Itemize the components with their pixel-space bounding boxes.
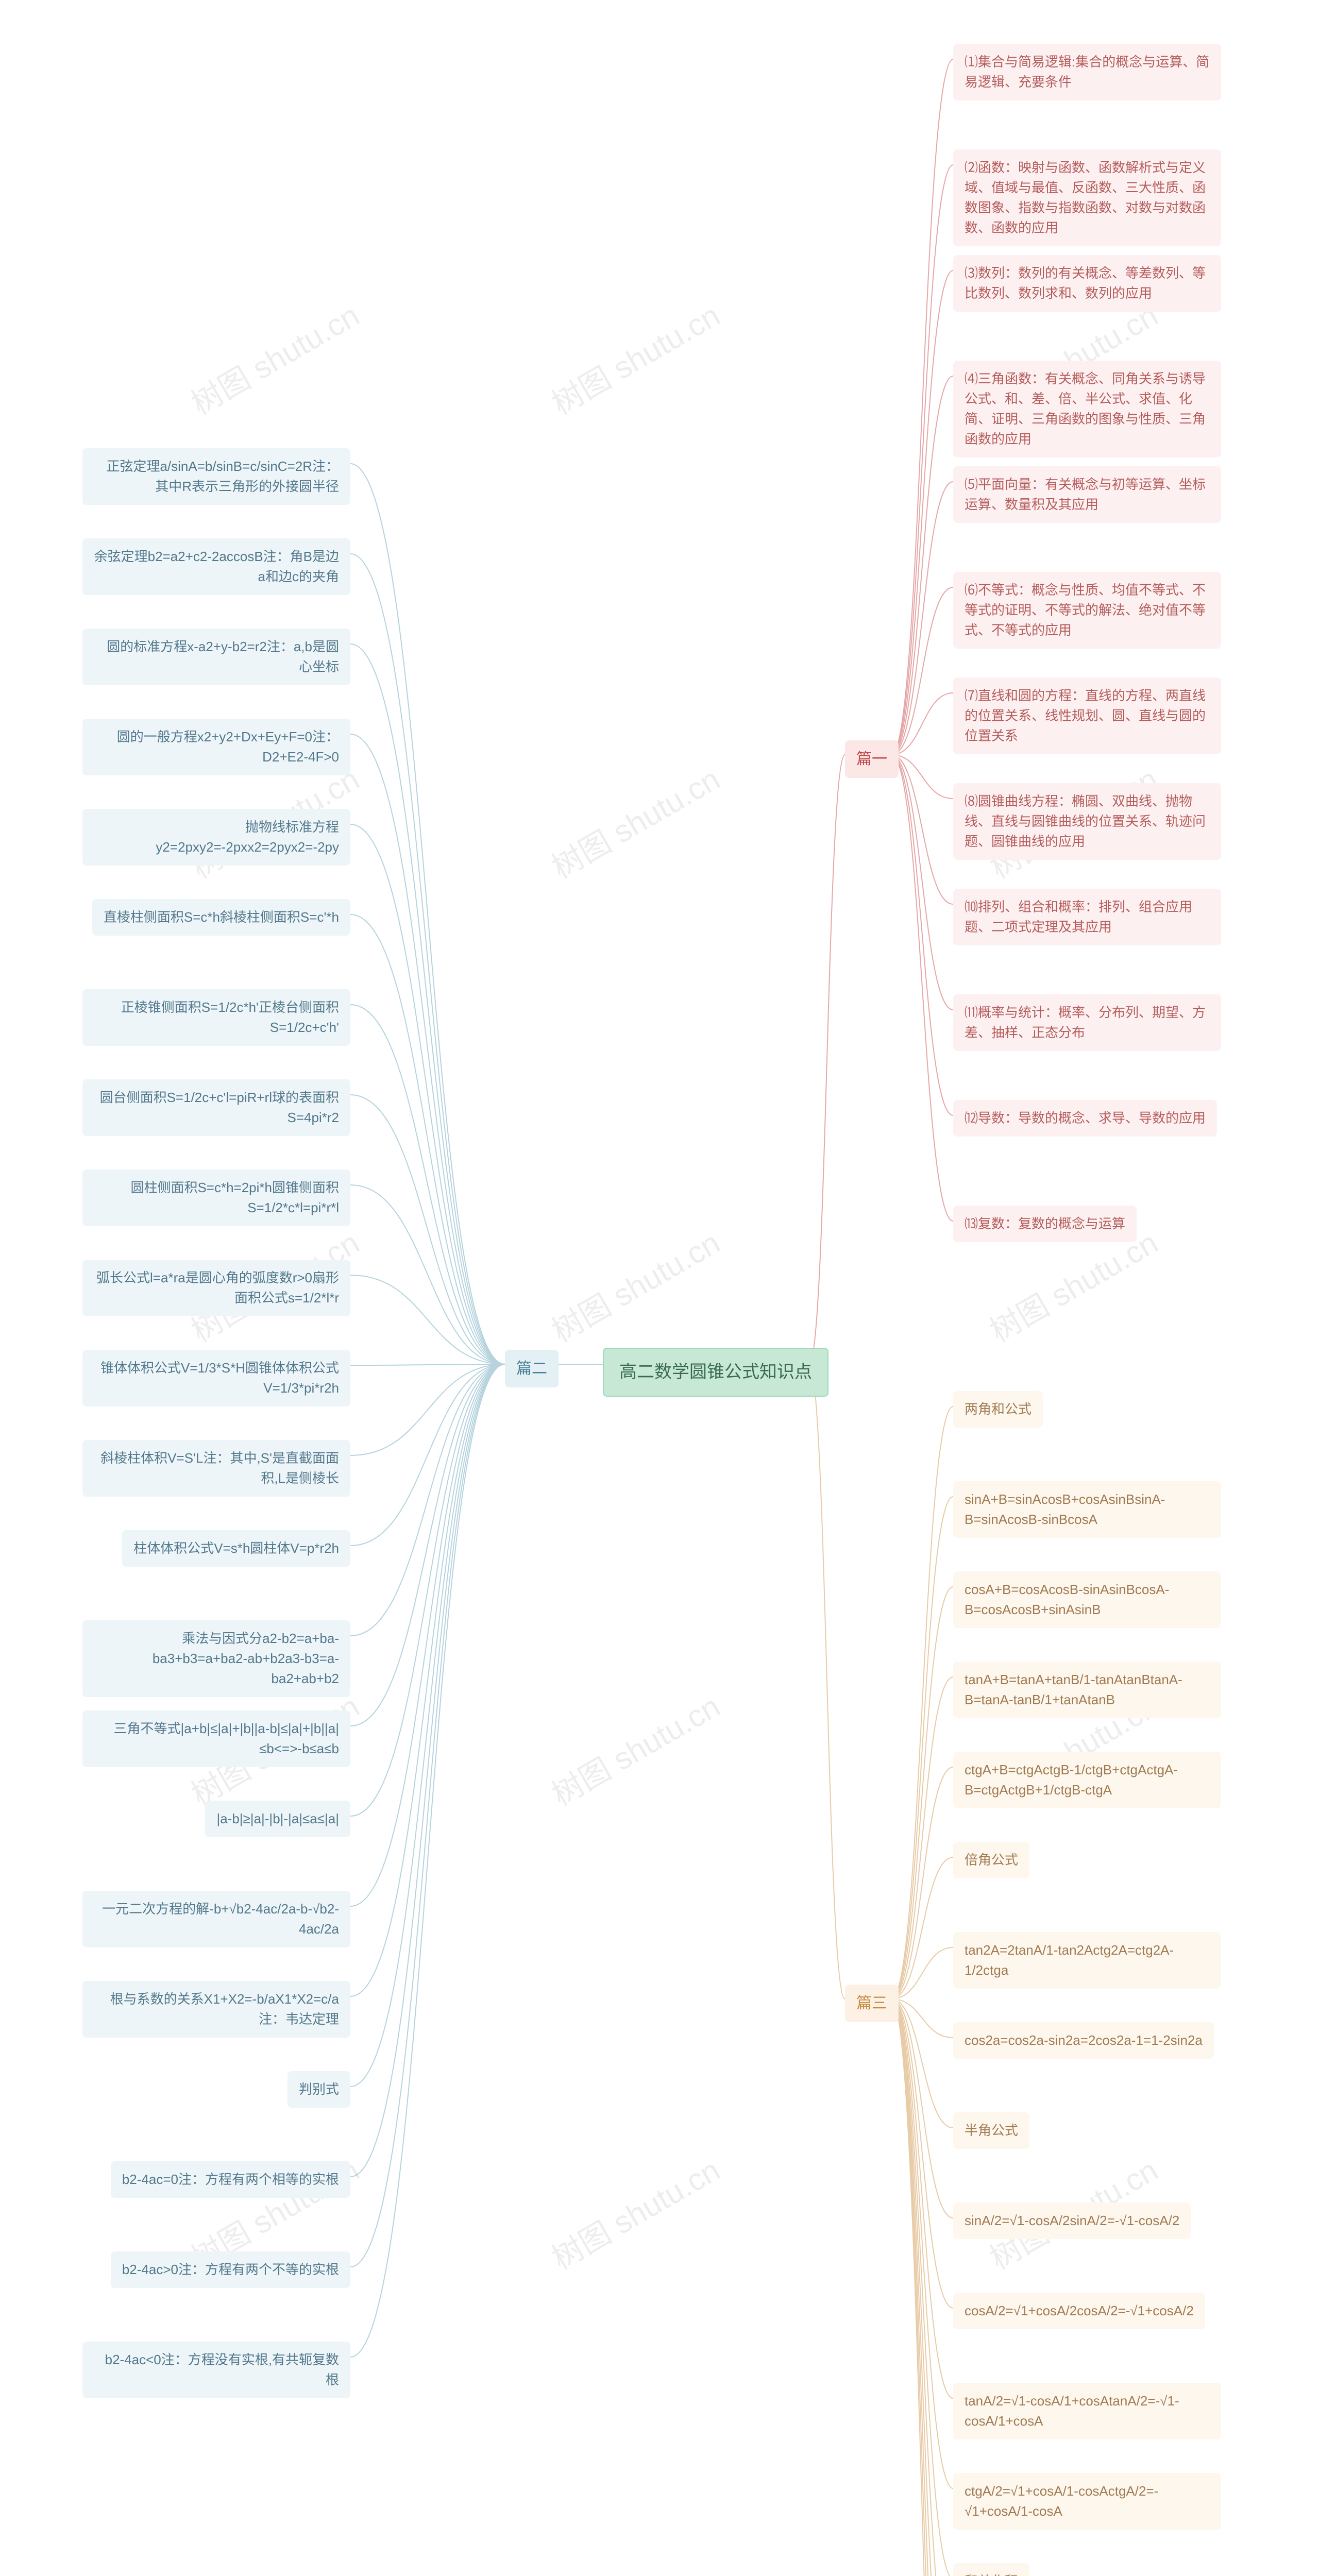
watermark: 树图 shutu.cn <box>182 291 366 423</box>
leaf-node[interactable]: 正弦定理a/sinA=b/sinB=c/sinC=2R注：其中R表示三角形的外接… <box>82 448 350 505</box>
leaf-node[interactable]: 根与系数的关系X1+X2=-b/aX1*X2=c/a注：韦达定理 <box>82 1981 350 2038</box>
leaf-node[interactable]: |a-b|≥|a|-|b|-|a|≤a≤|a| <box>205 1801 350 1837</box>
leaf-node[interactable]: tanA+B=tanA+tanB/1-tanAtanBtanA-B=tanA-t… <box>953 1662 1221 1718</box>
leaf-node[interactable]: ⑶数列：数列的有关概念、等差数列、等比数列、数列求和、数列的应用 <box>953 255 1221 312</box>
leaf-node[interactable]: tanA/2=√1-cosA/1+cosAtanA/2=-√1-cosA/1+c… <box>953 2383 1221 2439</box>
leaf-node[interactable]: 乘法与因式分a2-b2=a+ba-ba3+b3=a+ba2-ab+b2a3-b3… <box>82 1620 350 1697</box>
leaf-node[interactable]: ⑾概率与统计：概率、分布列、期望、方差、抽样、正态分布 <box>953 994 1221 1051</box>
leaf-node[interactable]: 抛物线标准方程y2=2pxy2=-2pxx2=2pyx2=-2py <box>82 809 350 866</box>
leaf-node[interactable]: 弧长公式l=a*ra是圆心角的弧度数r>0扇形面积公式s=1/2*l*r <box>82 1260 350 1316</box>
leaf-node[interactable]: ⑴集合与简易逻辑:集合的概念与运算、简易逻辑、充要条件 <box>953 44 1221 100</box>
leaf-node[interactable]: cosA/2=√1+cosA/2cosA/2=-√1+cosA/2 <box>953 2293 1205 2329</box>
leaf-node[interactable]: 半角公式 <box>953 2112 1029 2149</box>
leaf-node[interactable]: 圆的标准方程x-a2+y-b2=r2注：a,b是圆心坐标 <box>82 629 350 685</box>
leaf-node[interactable]: ⑷三角函数：有关概念、同角关系与诱导公式、和、差、倍、半公式、求值、化简、证明、… <box>953 361 1221 457</box>
watermark: 树图 shutu.cn <box>543 755 727 887</box>
leaf-node[interactable]: sinA+B=sinAcosB+cosAsinBsinA-B=sinAcosB-… <box>953 1481 1221 1538</box>
leaf-node[interactable]: 圆台侧面积S=1/2c+c'l=piR+rl球的表面积S=4pi*r2 <box>82 1079 350 1136</box>
leaf-node[interactable]: cos2a=cos2a-sin2a=2cos2a-1=1-2sin2a <box>953 2022 1214 2059</box>
leaf-node[interactable]: 正棱锥侧面积S=1/2c*h'正棱台侧面积S=1/2c+c'h' <box>82 989 350 1046</box>
section-node-s2[interactable]: 篇二 <box>505 1350 559 1387</box>
leaf-node[interactable]: ⑺直线和圆的方程：直线的方程、两直线的位置关系、线性规划、圆、直线与圆的位置关系 <box>953 677 1221 754</box>
leaf-node[interactable]: 两角和公式 <box>953 1391 1043 1428</box>
leaf-node[interactable]: ⒀复数：复数的概念与运算 <box>953 1206 1137 1242</box>
leaf-node[interactable]: 和差化积 <box>953 2563 1029 2576</box>
watermark: 树图 shutu.cn <box>543 2146 727 2278</box>
leaf-node[interactable]: ⑻圆锥曲线方程：椭圆、双曲线、抛物线、直线与圆锥曲线的位置关系、轨迹问题、圆锥曲… <box>953 783 1221 860</box>
watermark: 树图 shutu.cn <box>543 291 727 423</box>
leaf-node[interactable]: tan2A=2tanA/1-tan2Actg2A=ctg2A-1/2ctga <box>953 1932 1221 1989</box>
leaf-node[interactable]: b2-4ac>0注：方程有两个不等的实根 <box>111 2251 350 2288</box>
leaf-node[interactable]: 判别式 <box>288 2071 350 2108</box>
leaf-node[interactable]: 圆柱侧面积S=c*h=2pi*h圆锥侧面积S=1/2*c*l=pi*r*l <box>82 1170 350 1226</box>
leaf-node[interactable]: 余弦定理b2=a2+c2-2accosB注：角B是边a和边c的夹角 <box>82 538 350 595</box>
leaf-node[interactable]: ctgA+B=ctgActgB-1/ctgB+ctgActgA-B=ctgAct… <box>953 1752 1221 1808</box>
leaf-node[interactable]: ⑹不等式：概念与性质、均值不等式、不等式的证明、不等式的解法、绝对值不等式、不等… <box>953 572 1221 649</box>
leaf-node[interactable]: b2-4ac=0注：方程有两个相等的实根 <box>111 2161 350 2198</box>
section-node-s3[interactable]: 篇三 <box>845 1985 899 2022</box>
leaf-node[interactable]: ⑿导数：导数的概念、求导、导数的应用 <box>953 1100 1217 1137</box>
leaf-node[interactable]: ⑵函数：映射与函数、函数解析式与定义域、值域与最值、反函数、三大性质、函数图象、… <box>953 149 1221 246</box>
leaf-node[interactable]: ⑽排列、组合和概率：排列、组合应用题、二项式定理及其应用 <box>953 889 1221 945</box>
center-node[interactable]: 高二数学圆锥公式知识点 <box>603 1348 828 1397</box>
leaf-node[interactable]: 斜棱柱体积V=S'L注：其中,S'是直截面面积,L是侧棱长 <box>82 1440 350 1497</box>
leaf-node[interactable]: 倍角公式 <box>953 1842 1029 1878</box>
leaf-node[interactable]: b2-4ac<0注：方程没有实根,有共轭复数根 <box>82 2342 350 2398</box>
leaf-node[interactable]: ⑸平面向量：有关概念与初等运算、坐标运算、数量积及其应用 <box>953 466 1221 523</box>
leaf-node[interactable]: sinA/2=√1-cosA/2sinA/2=-√1-cosA/2 <box>953 2202 1191 2239</box>
leaf-node[interactable]: ctgA/2=√1+cosA/1-cosActgA/2=-√1+cosA/1-c… <box>953 2473 1221 2530</box>
leaf-node[interactable]: 一元二次方程的解-b+√b2-4ac/2a-b-√b2-4ac/2a <box>82 1891 350 1947</box>
leaf-node[interactable]: cosA+B=cosAcosB-sinAsinBcosA-B=cosAcosB+… <box>953 1571 1221 1628</box>
leaf-node[interactable]: 三角不等式|a+b|≤|a|+|b||a-b|≤|a|+|b||a|≤b<=>-… <box>82 1710 350 1767</box>
section-node-s1[interactable]: 篇一 <box>845 740 899 778</box>
watermark: 树图 shutu.cn <box>543 1218 727 1351</box>
watermark: 树图 shutu.cn <box>543 1682 727 1815</box>
leaf-node[interactable]: 锥体体积公式V=1/3*S*H圆锥体体积公式V=1/3*pi*r2h <box>82 1350 350 1406</box>
leaf-node[interactable]: 直棱柱侧面积S=c*h斜棱柱侧面积S=c'*h <box>92 899 350 936</box>
leaf-node[interactable]: 柱体体积公式V=s*h圆柱体V=p*r2h <box>122 1530 350 1567</box>
leaf-node[interactable]: 圆的一般方程x2+y2+Dx+Ey+F=0注：D2+E2-4F>0 <box>82 719 350 775</box>
